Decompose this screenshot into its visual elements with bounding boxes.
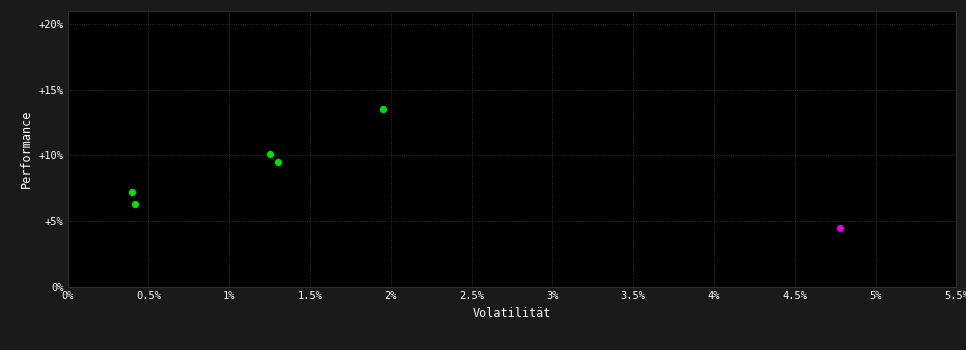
- Point: [375, 106, 390, 112]
- Point: [270, 159, 285, 165]
- Point: [128, 201, 143, 207]
- Point: [833, 225, 848, 231]
- Y-axis label: Performance: Performance: [20, 110, 33, 188]
- X-axis label: Volatilität: Volatilität: [472, 307, 552, 320]
- Point: [262, 151, 277, 157]
- Point: [125, 189, 140, 195]
